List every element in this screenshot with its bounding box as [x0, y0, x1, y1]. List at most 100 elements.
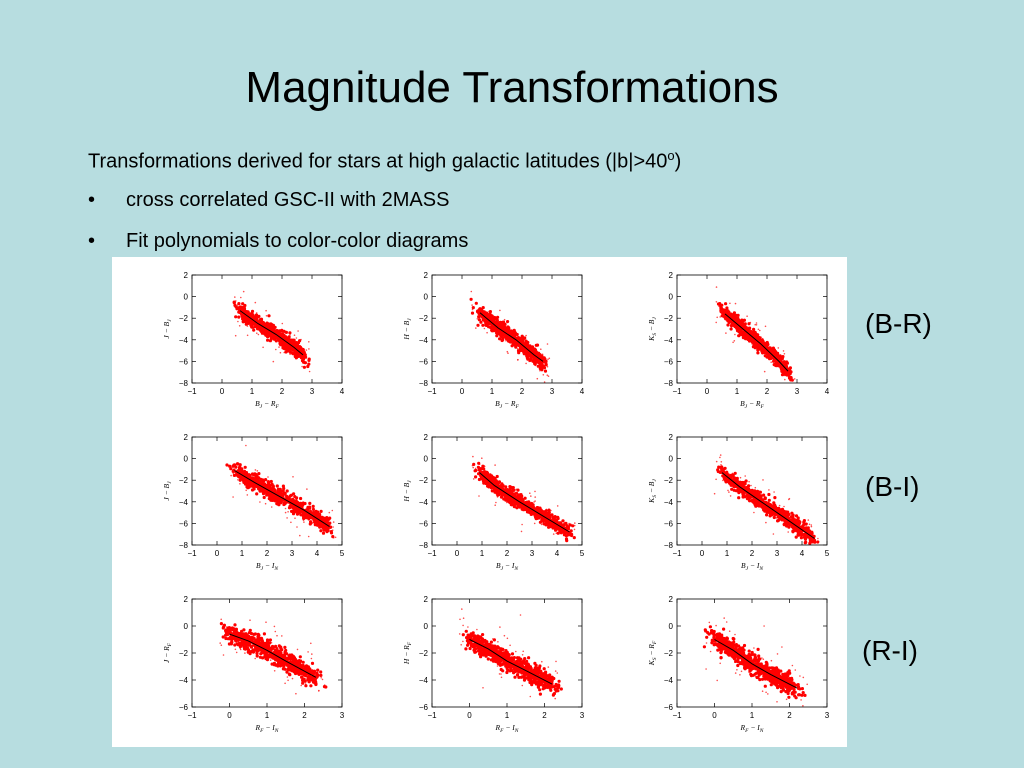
x-axis-label: BJ − RF [495, 399, 519, 410]
outlier-point [307, 535, 310, 538]
x-tick-label: −1 [427, 549, 437, 558]
data-point [308, 501, 312, 505]
outlier-point [722, 479, 724, 482]
x-axis-label: BJ − RF [255, 399, 279, 410]
data-point [755, 489, 760, 493]
data-point [279, 646, 283, 650]
data-point [775, 356, 780, 360]
outlier-point [257, 333, 260, 336]
outlier-point [719, 454, 722, 456]
data-point [527, 501, 531, 506]
outlier-point [246, 325, 249, 327]
scatter-points [469, 290, 551, 383]
outlier-point [806, 522, 808, 525]
data-point [474, 301, 478, 305]
data-point [325, 530, 329, 534]
outlier-point [239, 479, 241, 481]
outlier-point [317, 522, 320, 524]
outlier-point [488, 310, 490, 313]
x-tick-label: −1 [187, 387, 197, 396]
data-point [260, 322, 264, 326]
color-color-figure: −1 0 1 2 3 4 2 0 −2 −4 −6 −8 BJ − RF J − BJ −1 0 1 2 3 4 2 0−… [112, 257, 847, 747]
data-point [764, 344, 768, 349]
data-point [321, 531, 326, 535]
outlier-point [545, 508, 548, 511]
outlier-point [520, 494, 523, 497]
data-point [298, 502, 302, 506]
data-point [504, 497, 508, 501]
data-point [506, 320, 510, 324]
data-point [547, 508, 551, 512]
outlier-point [547, 375, 550, 377]
outlier-point [297, 351, 299, 354]
data-point [276, 487, 280, 491]
outlier-point [772, 353, 775, 356]
outlier-point [274, 488, 276, 491]
outlier-point [305, 349, 308, 351]
data-point [290, 509, 294, 513]
outlier-point [489, 312, 491, 315]
outlier-point [494, 504, 497, 506]
outlier-point [744, 475, 746, 477]
outlier-point [306, 488, 308, 490]
data-point [266, 485, 270, 489]
y-tick-label: 0 [184, 455, 189, 464]
data-point [544, 363, 548, 367]
outlier-point [784, 378, 786, 381]
data-point [498, 322, 502, 326]
data-point [523, 496, 527, 500]
outlier-point [234, 306, 236, 308]
data-point [722, 314, 726, 318]
data-point [275, 484, 279, 488]
x-tick-label: 3 [310, 387, 315, 396]
data-point [319, 509, 323, 513]
outlier-point [775, 517, 778, 519]
outlier-point [731, 472, 734, 475]
data-point [233, 303, 237, 307]
outlier-point [300, 338, 302, 341]
intro-text: Transformations derived for stars at hig… [88, 148, 681, 174]
data-point [766, 352, 771, 356]
outlier-point [540, 523, 543, 526]
outlier-point [789, 372, 791, 374]
x-tick-label: 5 [580, 549, 585, 558]
outlier-point [547, 358, 549, 361]
data-point [736, 326, 740, 330]
x-tick-label: 0 [700, 549, 705, 558]
data-point [479, 320, 483, 324]
outlier-point [523, 338, 525, 341]
data-point [724, 310, 729, 315]
outlier-point [810, 524, 813, 526]
data-point [311, 504, 315, 508]
outlier-point [516, 348, 519, 350]
outlier-point [516, 338, 519, 340]
data-point [788, 375, 793, 379]
data-point [281, 484, 285, 488]
data-point [765, 513, 769, 517]
data-point [494, 479, 498, 483]
y-tick-label: −6 [664, 519, 674, 528]
data-point [498, 331, 502, 335]
data-point [289, 505, 293, 509]
outlier-point [750, 484, 752, 487]
data-point [788, 366, 793, 370]
data-point [484, 321, 488, 326]
data-point [536, 364, 540, 368]
outlier-point [283, 351, 285, 354]
data-point [242, 314, 246, 318]
data-point [320, 517, 324, 521]
data-point [287, 335, 291, 339]
outlier-point [277, 338, 279, 340]
data-point [538, 362, 542, 366]
outlier-point [530, 495, 532, 497]
outlier-point [751, 343, 753, 345]
data-point [729, 327, 733, 331]
outlier-point [753, 511, 755, 514]
outlier-point [778, 365, 781, 368]
data-point [536, 352, 540, 356]
outlier-point [757, 328, 760, 331]
outlier-point [573, 536, 575, 539]
outlier-point [715, 286, 718, 288]
data-point [267, 314, 271, 318]
